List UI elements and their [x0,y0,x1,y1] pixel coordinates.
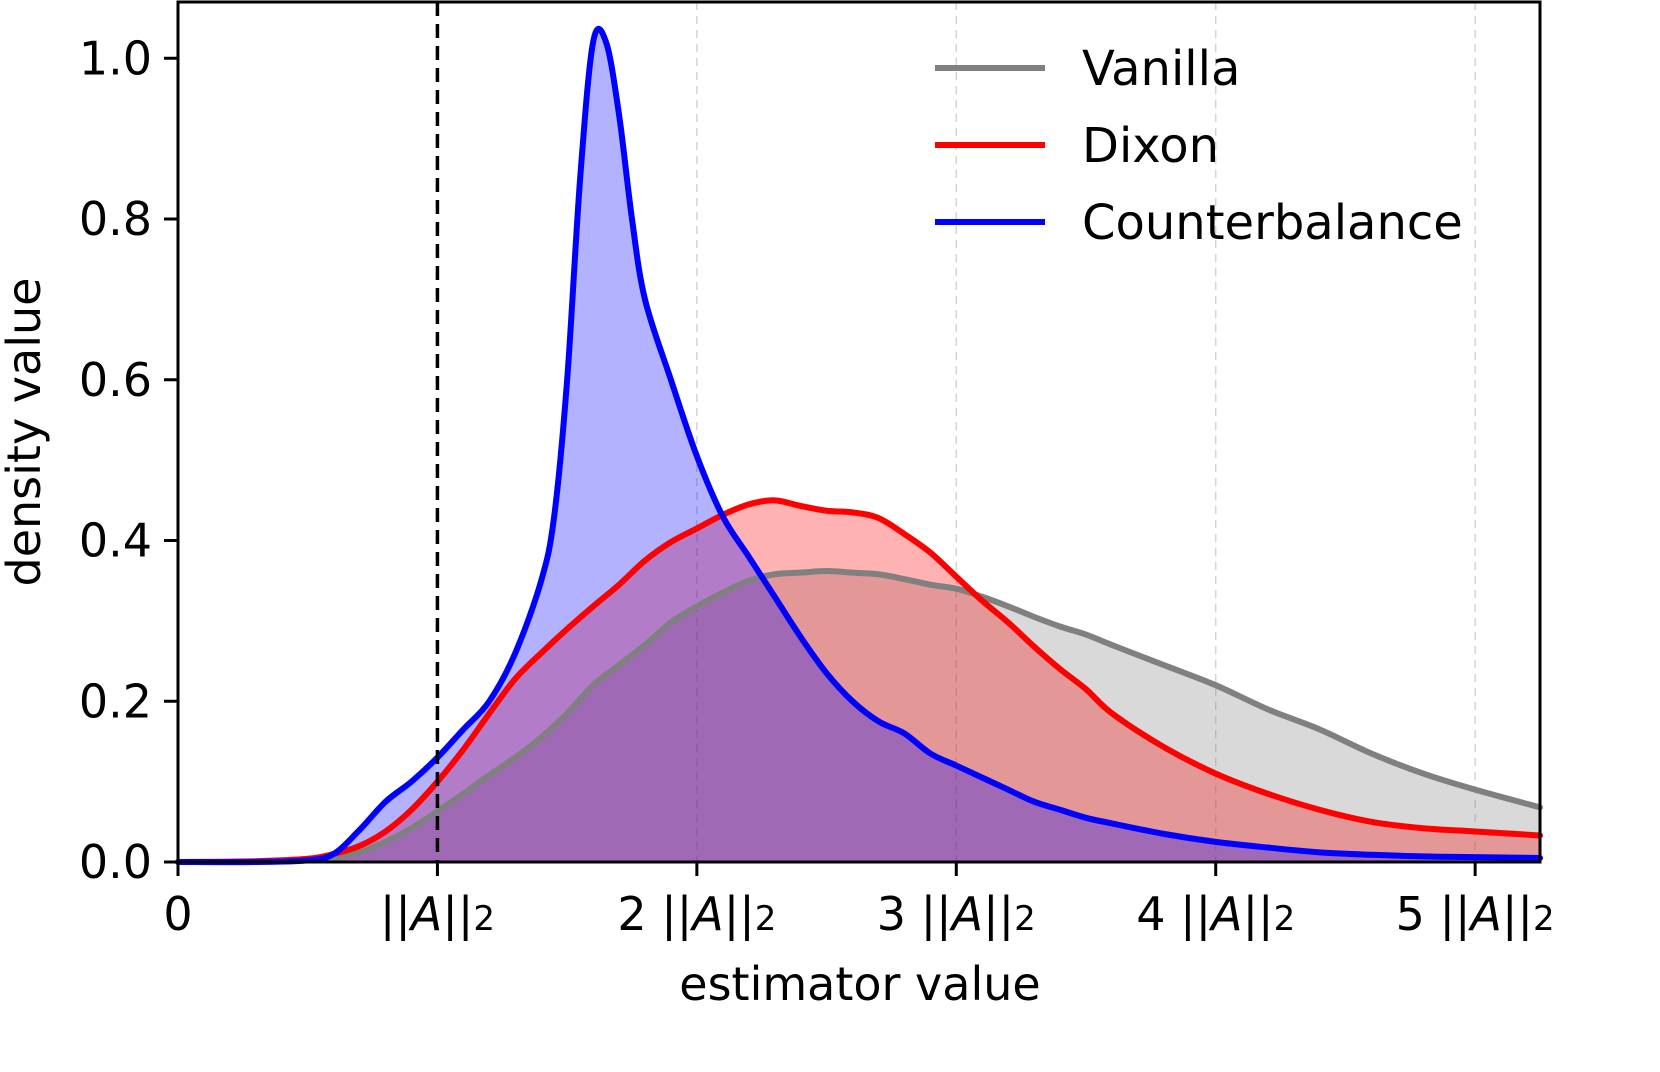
x-tick-label: 2 ||A||2 [617,887,776,942]
vanilla-area-fill [178,571,1540,863]
area-fills [178,28,1540,863]
x-tick-label: 4 ||A||2 [1136,887,1295,942]
y-axis-label: density value [0,278,51,587]
y-tick-label: 0.6 [79,353,152,407]
counterbalance-area-fill [178,28,1540,863]
axis-ticks: 0 ||A||2 2 ||A||2 3 ||A||2 4 ||A||2 5 ||A||2 0… [79,31,1555,942]
legend: Vanilla Dixon Counterbalance [935,41,1463,251]
x-tick-label: 3 ||A||2 [877,887,1036,942]
dixon-area-fill [178,500,1540,862]
series-lines [175,25,1543,866]
x-axis-label: estimator value [679,957,1040,1011]
y-tick-label: 1.0 [79,31,152,85]
dixon-series-line [175,497,1543,865]
x-tick-label: 5 ||A||2 [1396,887,1555,942]
x-tick-label: ||A||2 [380,887,495,942]
vanilla-series-line [175,568,1543,866]
y-tick-label: 0.0 [79,835,152,889]
y-tick-label: 0.8 [79,192,152,246]
x-tick-label: 0 [163,887,192,941]
dixon-legend-label: Dixon [1082,118,1219,174]
y-tick-label: 0.2 [79,674,152,728]
vanilla-legend-label: Vanilla [1082,41,1240,97]
counterbalance-series-line [175,25,1543,866]
y-tick-label: 0.4 [79,514,152,568]
counterbalance-legend-label: Counterbalance [1082,195,1463,251]
plot-frame [176,0,1542,864]
